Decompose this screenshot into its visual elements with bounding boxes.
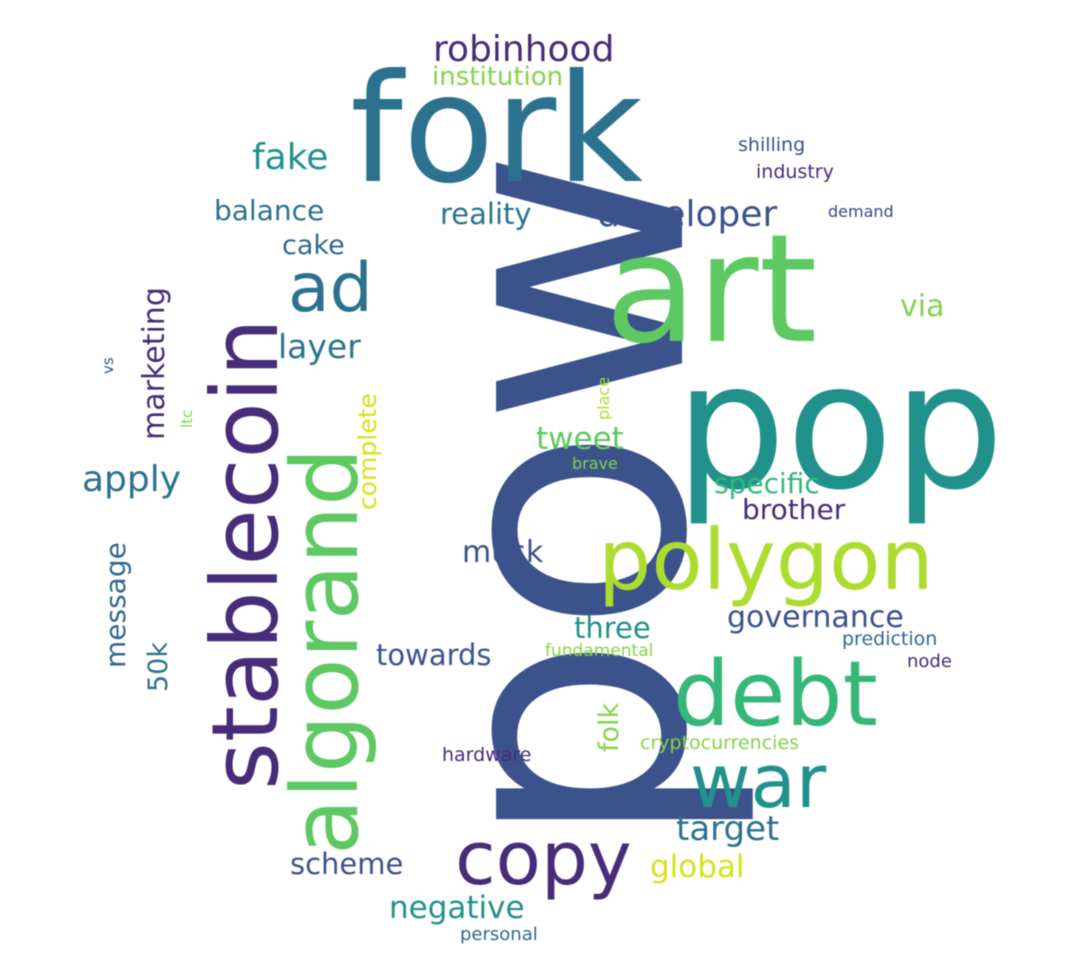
- word-brother: brother: [742, 493, 846, 526]
- word-art: art: [605, 203, 818, 377]
- word-towards: towards: [376, 638, 492, 672]
- word-institution: institution: [432, 62, 564, 92]
- word-ltc: ltc: [178, 409, 196, 428]
- word-target: target: [676, 809, 780, 849]
- word-hardware: hardware: [442, 744, 532, 766]
- word-polygon: polygon: [598, 511, 934, 609]
- word-cryptocurrencies: cryptocurrencies: [640, 732, 800, 754]
- word-prediction: prediction: [842, 628, 938, 650]
- word-fake: fake: [252, 137, 329, 178]
- word-scheme: scheme: [290, 847, 404, 881]
- word-specific: specific: [714, 467, 820, 500]
- word-message: message: [99, 542, 132, 668]
- word-war: war: [690, 739, 827, 825]
- word-tweet: tweet: [536, 421, 624, 457]
- word-node: node: [907, 651, 952, 672]
- word-shilling: shilling: [738, 134, 806, 156]
- word-brave: brave: [572, 454, 618, 473]
- word-marketing: marketing: [137, 287, 172, 440]
- word-personal: personal: [460, 924, 538, 945]
- word-reality: reality: [440, 197, 532, 231]
- word-developer: developer: [597, 194, 778, 235]
- word-vs: vs: [99, 357, 117, 374]
- word-demand: demand: [828, 202, 894, 221]
- word-fundamental: fundamental: [545, 641, 654, 661]
- word-layer: layer: [278, 327, 361, 366]
- word-balance: balance: [214, 194, 325, 227]
- word-via: via: [900, 289, 945, 324]
- word-copy: copy: [455, 816, 632, 902]
- word-cake: cake: [282, 230, 345, 261]
- word-global: global: [650, 849, 745, 885]
- word-robinhood: robinhood: [433, 29, 615, 70]
- word-three: three: [574, 611, 651, 645]
- word-apply: apply: [82, 459, 182, 500]
- word-governance: governance: [727, 600, 904, 635]
- word-complete: complete: [353, 393, 382, 510]
- word-industry: industry: [756, 161, 834, 183]
- word-debt: debt: [673, 642, 878, 747]
- word-place: place: [594, 376, 613, 420]
- word-ad: ad: [288, 249, 373, 328]
- word-folk: folk: [594, 702, 625, 752]
- word-50k: 50k: [143, 642, 174, 692]
- word-pop: pop: [675, 326, 1005, 529]
- word-fork: fork: [350, 43, 644, 217]
- word-negative: negative: [389, 890, 525, 926]
- word-musk: musk: [462, 535, 544, 570]
